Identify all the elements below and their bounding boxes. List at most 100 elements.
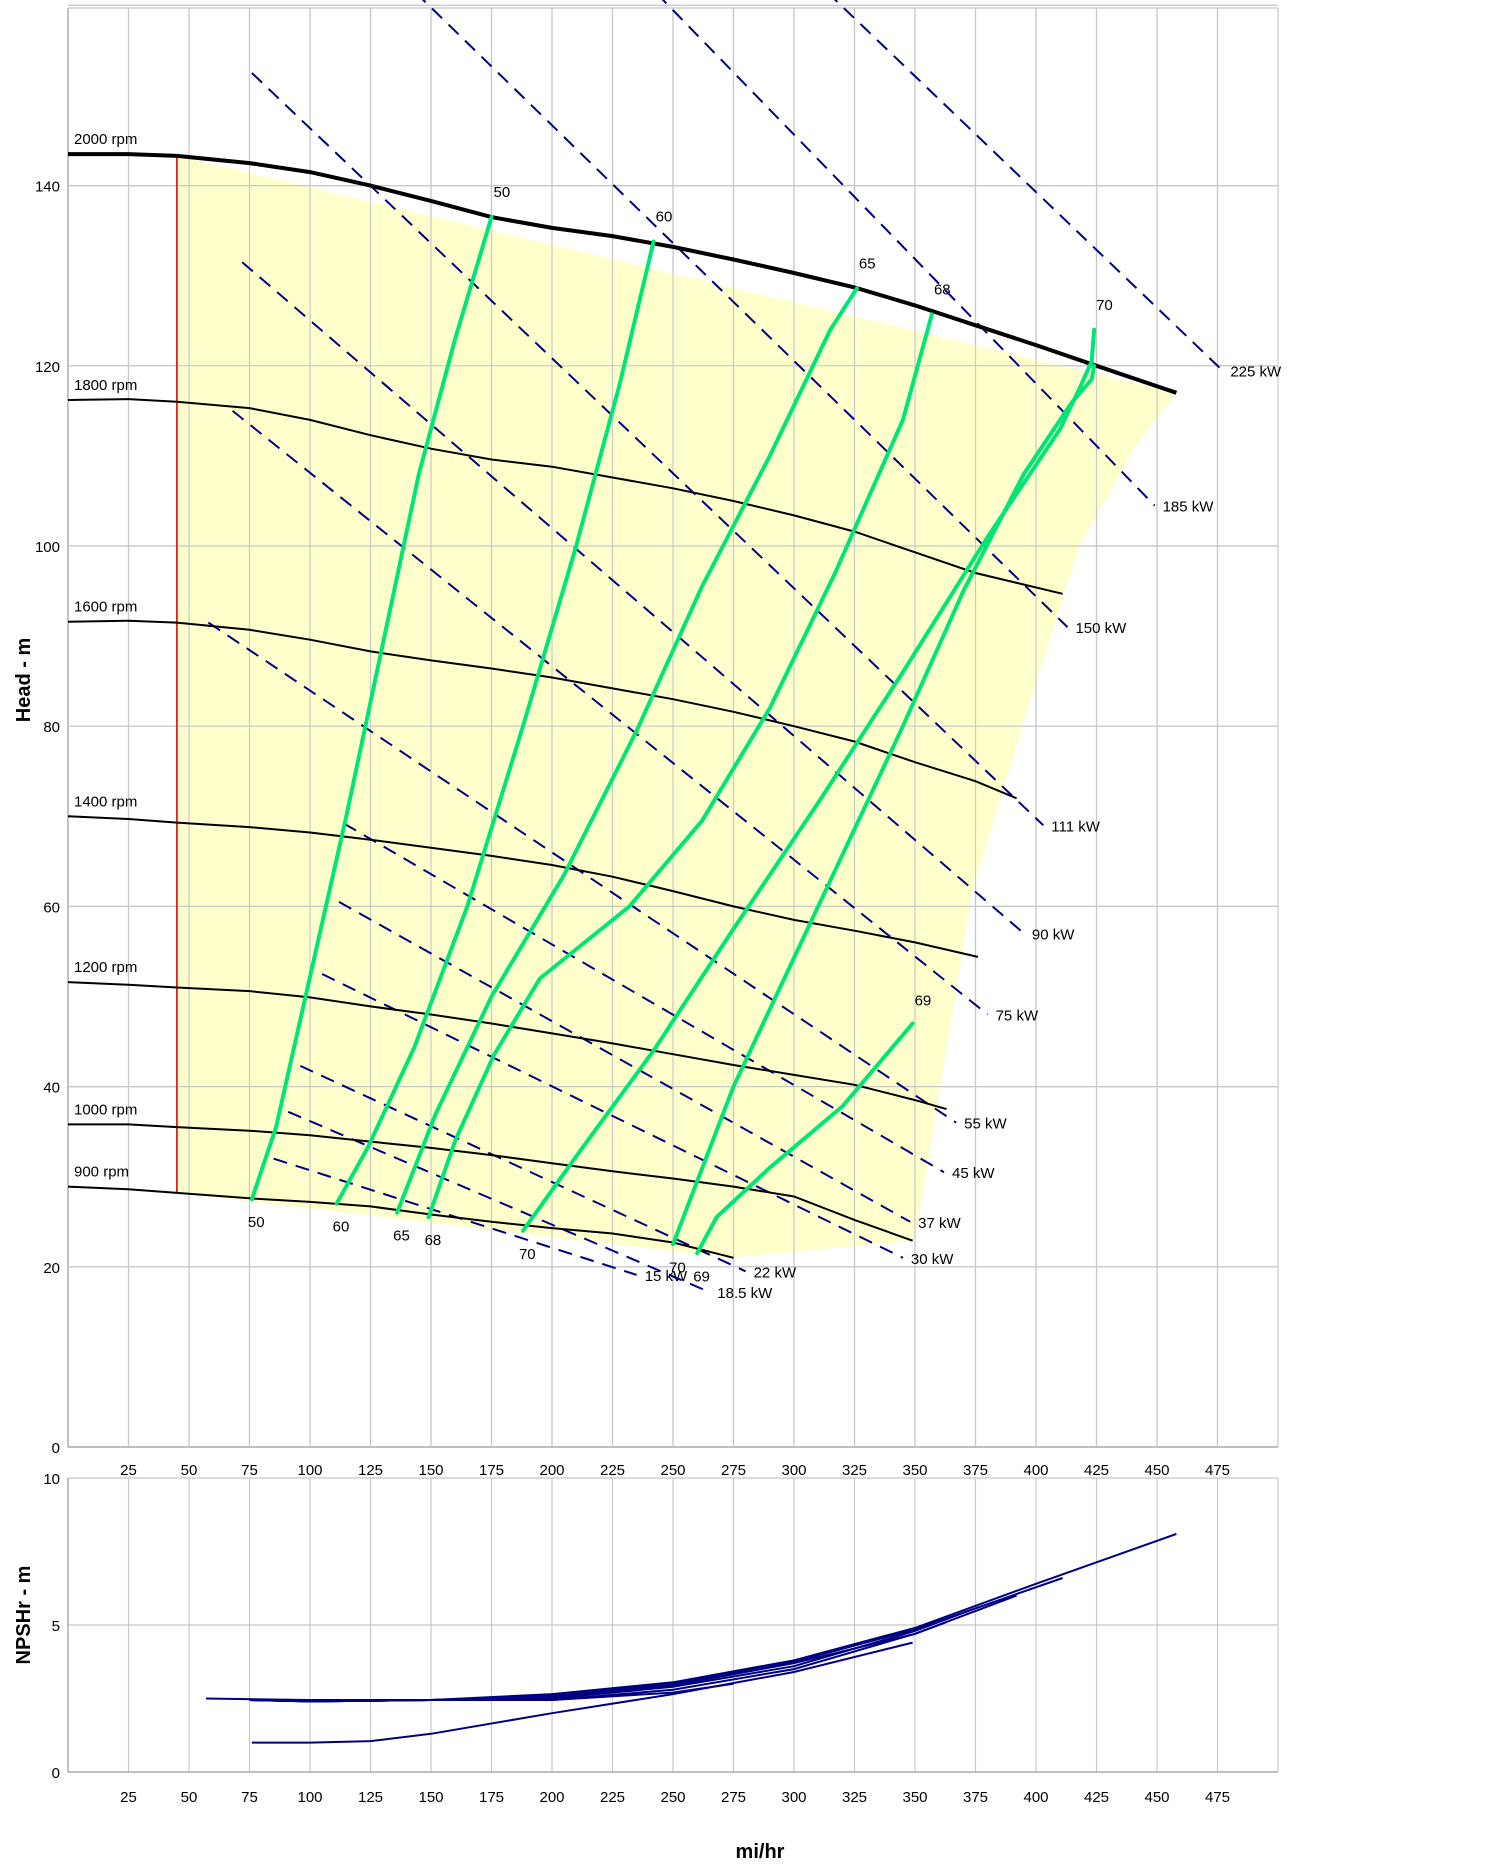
- speed-curve: [68, 152, 1178, 395]
- power-curve: [231, 410, 989, 1016]
- speed-curve-label: 1200 rpm: [74, 959, 137, 976]
- speed-curve-label: 900 rpm: [74, 1164, 129, 1181]
- power-curve: [299, 1064, 747, 1273]
- head-y-tick: 0: [52, 1440, 60, 1457]
- efficiency-label-bottom: 69: [693, 1268, 710, 1285]
- head-x-tick: 475: [1205, 1462, 1230, 1479]
- power-curve-label: 15 kW: [645, 1268, 688, 1285]
- power-curve-label: 225 kW: [1230, 363, 1282, 380]
- head-x-tick: 425: [1084, 1462, 1109, 1479]
- npsh-x-tick: 200: [539, 1789, 564, 1806]
- npsh-x-tick: 250: [660, 1789, 685, 1806]
- efficiency-curve: [695, 1021, 915, 1256]
- speed-curve-label: 1000 rpm: [74, 1101, 137, 1118]
- efficiency-curve: [249, 215, 494, 1202]
- npsh-axis-label: NPSHr - m: [13, 1566, 35, 1665]
- head-x-tick: 375: [963, 1462, 988, 1479]
- efficiency-label-bottom: 70: [519, 1246, 536, 1263]
- efficiency-label-top: 68: [934, 281, 951, 298]
- npsh-x-tick: 300: [781, 1789, 806, 1806]
- npsh-x-tick: 325: [842, 1789, 867, 1806]
- head-y-tick: 140: [35, 179, 60, 196]
- x-axis-label: mi/hr: [736, 1841, 785, 1863]
- power-curve: [207, 621, 957, 1124]
- head-x-tick: 225: [600, 1462, 625, 1479]
- speed-curve: [68, 1123, 913, 1242]
- power-curve: [251, 72, 1044, 827]
- head-x-tick: 400: [1023, 1462, 1048, 1479]
- speed-curve: [67, 619, 1017, 800]
- head-x-tick: 275: [721, 1462, 746, 1479]
- power-curve: [241, 261, 1025, 935]
- power-curve-label: 55 kW: [964, 1116, 1007, 1133]
- speed-curve: [67, 1185, 734, 1259]
- head-x-tick: 150: [418, 1462, 443, 1479]
- npsh-x-tick: 25: [120, 1789, 137, 1806]
- npsh-x-tick: 375: [963, 1789, 988, 1806]
- head-y-tick: 20: [43, 1260, 60, 1277]
- head-x-tick: 75: [241, 1462, 258, 1479]
- efficiency-curve: [671, 363, 1097, 1247]
- npsh-x-tick: 75: [241, 1789, 258, 1806]
- efficiency-label-top: 70: [1096, 297, 1113, 314]
- speed-curve: [67, 398, 1063, 595]
- npsh-x-tick: 275: [721, 1789, 746, 1806]
- power-curve-label: 150 kW: [1075, 620, 1127, 637]
- head-x-tick: 125: [358, 1462, 383, 1479]
- head-y-tick: 100: [35, 539, 60, 556]
- npsh-y-tick: 0: [52, 1765, 60, 1782]
- efficiency-label-bottom: 68: [425, 1232, 442, 1249]
- npsh-x-tick: 50: [181, 1789, 198, 1806]
- power-curve-label: 75 kW: [996, 1008, 1039, 1025]
- efficiency-label-bottom: 70: [669, 1259, 686, 1276]
- head-x-tick: 200: [539, 1462, 564, 1479]
- npsh-x-tick: 425: [1084, 1789, 1109, 1806]
- power-curve-label: 18.5 kW: [717, 1285, 773, 1302]
- power-curve-label: 30 kW: [911, 1251, 954, 1268]
- power-curve-label: 90 kW: [1032, 926, 1075, 943]
- efficiency-label-bottom: 50: [248, 1214, 265, 1231]
- efficiency-label-top: 69: [915, 993, 932, 1010]
- efficiency-label-top: 65: [859, 255, 876, 272]
- power-curve-label: 45 kW: [952, 1165, 995, 1182]
- head-y-tick: 120: [35, 359, 60, 376]
- power-curve-label: 111 kW: [1051, 818, 1100, 835]
- head-x-tick: 300: [781, 1462, 806, 1479]
- npsh-curve: [249, 1682, 734, 1703]
- power-curve: [338, 901, 911, 1223]
- efficiency-curve: [426, 312, 934, 1220]
- npsh-x-tick: 475: [1205, 1789, 1230, 1806]
- efficiency-label-bottom: 60: [333, 1219, 350, 1236]
- speed-curve-label: 1800 rpm: [74, 377, 137, 394]
- npsh-x-tick: 450: [1144, 1789, 1169, 1806]
- speed-curve-label: 1600 rpm: [74, 599, 137, 616]
- head-x-tick: 50: [181, 1462, 198, 1479]
- head-x-tick: 175: [479, 1462, 504, 1479]
- efficiency-curve: [334, 239, 656, 1206]
- operating-area: [176, 155, 1177, 1258]
- npsh-curve: [249, 1577, 1063, 1703]
- head-y-tick: 80: [43, 719, 60, 736]
- npsh-x-tick: 150: [418, 1789, 443, 1806]
- speed-curve: [67, 981, 947, 1111]
- speed-curve-label: 1400 rpm: [74, 793, 137, 810]
- npsh-curve: [251, 1641, 913, 1744]
- npsh-y-tick: 5: [52, 1618, 60, 1635]
- npsh-x-tick: 225: [600, 1789, 625, 1806]
- efficiency-label-bottom: 65: [393, 1228, 410, 1245]
- head-x-tick: 25: [120, 1462, 137, 1479]
- efficiency-label-top: 50: [494, 184, 511, 201]
- head-x-tick: 325: [842, 1462, 867, 1479]
- power-curve-label: 37 kW: [918, 1215, 961, 1232]
- speed-curve-label: 2000 rpm: [74, 131, 137, 148]
- npsh-curve: [205, 1532, 1177, 1701]
- npsh-chart-panel: 0 5 10 25 50 75 100 125 150 175 200 225 250 275 300 325…: [43, 1471, 1279, 1806]
- power-curve-label: 22 kW: [754, 1264, 797, 1281]
- head-x-tick: 100: [297, 1462, 322, 1479]
- npsh-x-tick: 400: [1023, 1789, 1048, 1806]
- npsh-x-tick: 350: [902, 1789, 927, 1806]
- efficiency-curve: [521, 327, 1097, 1233]
- efficiency-curve: [395, 286, 859, 1215]
- power-curve: [321, 973, 904, 1259]
- head-axis-label: Head - m: [13, 638, 35, 722]
